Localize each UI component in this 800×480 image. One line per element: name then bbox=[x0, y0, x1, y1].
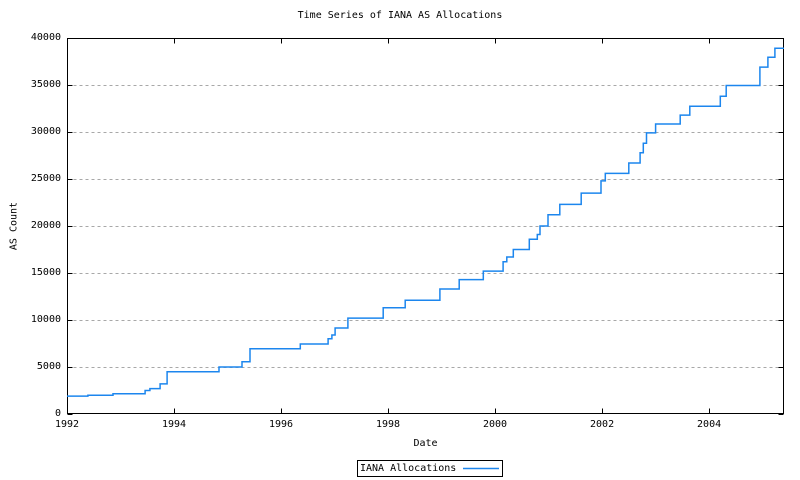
x-tick-label: 1994 bbox=[161, 419, 187, 430]
data-series-line bbox=[67, 47, 784, 397]
y-tick-label: 30000 bbox=[30, 126, 61, 137]
legend: IANA Allocations bbox=[357, 460, 504, 477]
y-tick-label: 0 bbox=[54, 408, 61, 419]
plot-border bbox=[67, 38, 784, 414]
y-tick-label: 10000 bbox=[30, 314, 61, 325]
x-tick-label: 2002 bbox=[590, 419, 615, 430]
x-tick-label: 2000 bbox=[483, 419, 508, 430]
legend-label: IANA Allocations bbox=[360, 463, 457, 474]
plot-area bbox=[67, 38, 784, 415]
x-tick-label: 2004 bbox=[697, 419, 722, 430]
x-tick-label: 1992 bbox=[54, 419, 80, 430]
y-tick-label: 15000 bbox=[30, 267, 61, 278]
y-tick-label: 5000 bbox=[36, 361, 61, 372]
y-tick-label: 25000 bbox=[30, 173, 61, 184]
chart-title: Time Series of IANA AS Allocations bbox=[297, 10, 503, 21]
y-tick-label: 35000 bbox=[30, 79, 61, 90]
y-tick-label: 20000 bbox=[30, 220, 61, 231]
legend-line-sample bbox=[463, 467, 500, 470]
x-axis-label: Date bbox=[413, 438, 438, 449]
y-tick-label: 40000 bbox=[30, 32, 61, 43]
x-tick-label: 1998 bbox=[375, 419, 401, 430]
x-tick-label: 1996 bbox=[268, 419, 294, 430]
